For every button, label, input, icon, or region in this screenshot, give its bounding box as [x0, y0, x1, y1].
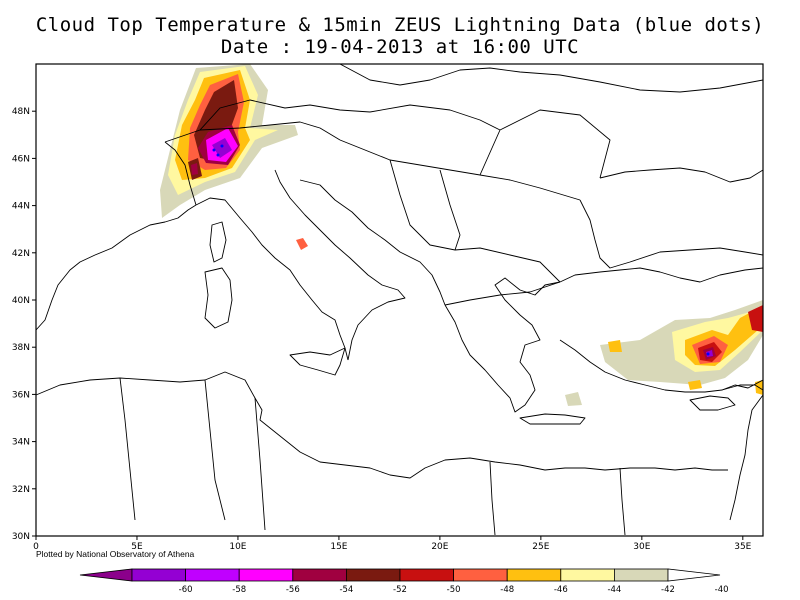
lat-tick-label: 46N: [12, 154, 30, 164]
lon-tick-label: 5E: [131, 542, 143, 552]
map-frame: [35, 63, 764, 537]
lon-tick-label: 25E: [532, 542, 549, 552]
colorbar-label: -56: [286, 585, 300, 595]
coast-greece: [444, 277, 561, 413]
lon-tick-label: 0: [33, 542, 39, 552]
chart-date: Date : 19-04-2013 at 16:00 UTC: [220, 36, 580, 58]
colorbar-swatch: [506, 568, 562, 582]
lat-tick-label: 34N: [12, 438, 30, 448]
colorbar-label: -40: [715, 585, 729, 595]
colorbar-high-arrow: [667, 568, 721, 582]
colorbar-label: -52: [393, 585, 407, 595]
cloud-area-aegean-cell: [608, 340, 622, 352]
coast-black-sea-north: [599, 167, 764, 183]
cloud-area-alps-purple: [212, 138, 232, 158]
lat-tick-label: 42N: [12, 249, 30, 259]
lightning-dot: [212, 148, 216, 152]
border-poland-ukraine: [339, 63, 764, 93]
coast-italy-west: [195, 197, 349, 361]
colorbar-swatch: [292, 568, 347, 582]
colorbar: -60 -58 -56 -54 -52 -50 -48 -46 -44 -42 -40: [79, 568, 729, 595]
lat-tick-label: 40N: [12, 296, 30, 306]
colorbar-swatch: [614, 568, 669, 582]
colorbar-swatch: [560, 568, 615, 582]
border-balkans: [339, 139, 581, 201]
lon-tick-label: 10E: [229, 542, 246, 552]
lat-tick-label: 44N: [12, 202, 30, 212]
coast-turkey: [559, 267, 764, 283]
lightning-dot: [220, 144, 224, 148]
lat-tick-label: 36N: [12, 390, 30, 400]
colorbar-label: -48: [500, 585, 514, 595]
lightning-dot: [216, 153, 220, 157]
lon-tick-label: 35E: [734, 542, 751, 552]
coast-corsica: [209, 221, 227, 263]
coast-adriatic-east: [299, 179, 446, 306]
lat-tick-label: 48N: [12, 107, 30, 117]
cloud-area-adriatic: [296, 238, 308, 250]
coast-cyprus: [689, 395, 736, 411]
colorbar-swatch: [131, 568, 186, 582]
cloud-top-temperature-layer: [160, 64, 763, 406]
lat-tick-label: 30N: [12, 532, 30, 542]
lat-tick-label: 38N: [12, 343, 30, 353]
colorbar-label: -42: [661, 585, 675, 595]
border-syria: [721, 379, 764, 391]
lightning-strikes: [212, 144, 710, 356]
coastlines-and-borders: [35, 63, 764, 536]
coast-north-africa: [35, 371, 728, 479]
coast-black-sea: [579, 199, 764, 269]
border-balkans-inner: [389, 159, 561, 283]
lat-tick-label: 32N: [12, 485, 30, 495]
coast-spain-france: [35, 204, 197, 331]
coast-italy-east: [274, 169, 406, 361]
cloud-area-alps-south-core: [191, 163, 198, 175]
colorbar-label: -50: [447, 585, 461, 595]
border-hungary: [369, 104, 501, 131]
colorbar-swatch: [453, 568, 508, 582]
colorbar-label: -54: [339, 585, 353, 595]
coast-turkey-south: [559, 339, 764, 393]
coast-sicily: [289, 347, 346, 376]
cloud-area-east-cell: [748, 305, 763, 332]
chart-title: Cloud Top Temperature & 15min ZEUS Light…: [35, 14, 765, 36]
colorbar-label: -60: [179, 585, 193, 595]
coast-levant: [729, 394, 764, 521]
border-serbia: [439, 169, 461, 251]
border-romania: [479, 109, 611, 179]
cloud-area-rhodes: [565, 392, 582, 406]
border-greece-north: [444, 281, 561, 306]
colorbar-low-arrow: [79, 568, 133, 582]
lon-tick-label: 30E: [633, 542, 650, 552]
border-germany-austria: [199, 99, 371, 131]
lightning-dot: [706, 352, 710, 356]
colorbar-swatch: [238, 568, 294, 582]
lon-tick-label: 15E: [330, 542, 347, 552]
border-france-italy: [164, 141, 197, 206]
colorbar-swatch: [345, 568, 401, 582]
colorbar-swatch: [185, 568, 240, 582]
colorbar-label: -44: [607, 585, 621, 595]
credit-text: Plotted by National Observatory of Athen…: [36, 549, 195, 559]
colorbar-swatch: [399, 568, 454, 582]
map-axis-ticks: 0 5E 10E 15E 20E 25E 30E 35E 30N 32N 34N 36N 38N 40N 4…: [12, 107, 752, 552]
colorbar-label: -46: [554, 585, 568, 595]
lon-tick-label: 20E: [431, 542, 448, 552]
cloud-area-cyprus-edge: [688, 380, 702, 390]
colorbar-label: -58: [232, 585, 246, 595]
coast-sardinia: [204, 267, 233, 329]
coast-crete: [519, 413, 586, 425]
border-north-africa: [119, 377, 626, 536]
